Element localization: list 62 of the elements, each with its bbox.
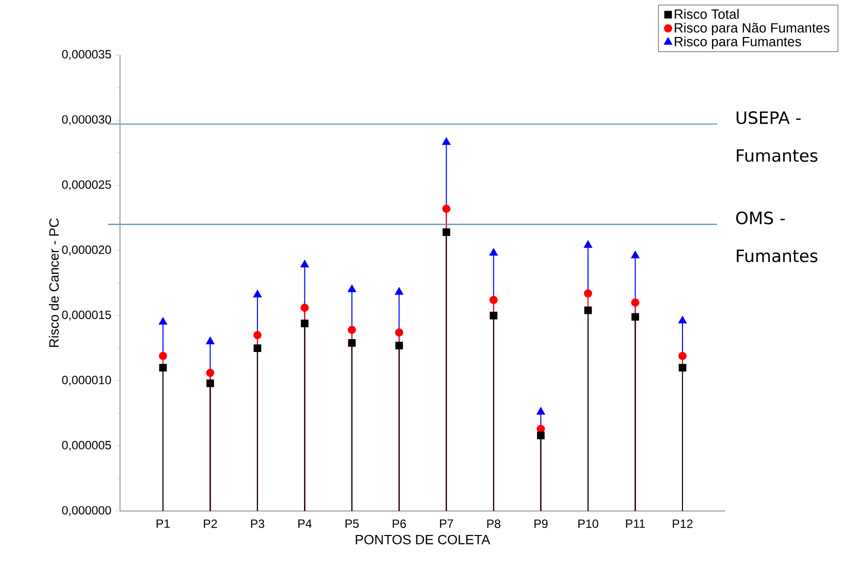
point xyxy=(490,312,498,320)
x-tick-label: P10 xyxy=(578,520,598,528)
point xyxy=(678,352,687,360)
y-tick-label: 0,000015 xyxy=(62,310,111,321)
point xyxy=(348,339,356,347)
point xyxy=(206,368,214,377)
point xyxy=(395,342,403,350)
point xyxy=(206,336,214,344)
x-tick-label: P3 xyxy=(251,520,264,528)
point xyxy=(631,298,640,307)
text: USEPA - Fumantes xyxy=(736,111,818,162)
point xyxy=(253,290,262,298)
x-tick-label: P6 xyxy=(392,520,406,528)
point xyxy=(253,331,262,340)
point xyxy=(395,328,404,337)
point xyxy=(678,364,686,372)
y-tick-label: 0,000005 xyxy=(62,440,111,451)
point xyxy=(206,380,214,388)
point xyxy=(159,364,167,372)
point xyxy=(489,248,498,256)
y-tick-label: 0,000020 xyxy=(62,245,112,256)
point xyxy=(158,352,168,360)
x-tick-label: P8 xyxy=(487,520,500,528)
x-axis-title: PONTOS DE COLETA xyxy=(356,534,490,544)
x-tick-label: P5 xyxy=(346,520,359,528)
x-tick-label: P12 xyxy=(672,520,693,528)
y-tick-label: 0,000000 xyxy=(62,506,112,516)
x-tick-label: P11 xyxy=(626,520,645,528)
point xyxy=(158,317,168,325)
point xyxy=(537,432,545,440)
y-tick-label: 0,000035 xyxy=(62,50,111,60)
point xyxy=(348,326,356,334)
y-tick-label: 0,000025 xyxy=(62,180,111,190)
point xyxy=(584,240,592,248)
point xyxy=(254,344,262,352)
point xyxy=(442,228,450,236)
point xyxy=(394,287,404,295)
legend-label: Risco para Não Fumantes xyxy=(674,22,830,36)
point xyxy=(442,204,450,213)
x-tick-label: P9 xyxy=(534,520,548,528)
legend-label: Risco Total xyxy=(674,9,739,19)
point xyxy=(300,260,309,268)
x-tick-label: P7 xyxy=(440,520,454,528)
x-tick-label: P2 xyxy=(204,520,217,528)
text: OMS - Fumantes xyxy=(736,212,818,262)
point xyxy=(678,316,687,324)
x-tick-label: P4 xyxy=(298,520,312,528)
point xyxy=(348,284,356,292)
point xyxy=(584,289,592,298)
point xyxy=(631,313,640,321)
point xyxy=(489,296,498,304)
y-tick-label: 0,000030 xyxy=(62,115,112,126)
x-tick-label: P1 xyxy=(156,520,170,528)
point xyxy=(536,407,545,415)
point xyxy=(300,304,309,312)
y-axis-title: Risco de Cancer - PC xyxy=(48,218,59,347)
y-tick-label: 0,000010 xyxy=(62,376,112,386)
point xyxy=(584,306,592,314)
legend-label: Risco para Fumantes xyxy=(674,36,802,50)
point xyxy=(442,138,450,145)
point xyxy=(300,320,308,328)
point xyxy=(631,250,640,258)
